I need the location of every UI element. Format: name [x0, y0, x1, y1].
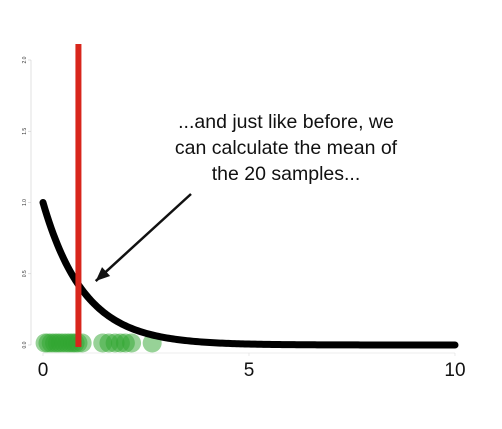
annotation-arrow-head — [95, 267, 111, 282]
x-tick-label: 10 — [444, 360, 465, 381]
sample-points — [35, 333, 162, 353]
y-tick-label: 1.0 — [22, 199, 28, 206]
y-tick-label: 0.5 — [22, 270, 28, 277]
annotation-line: the 20 samples... — [212, 163, 361, 185]
exponential-curve — [39, 199, 459, 349]
y-tick-label: 1.5 — [22, 128, 28, 135]
curve-line — [39, 199, 459, 349]
annotation-arrow-shaft — [94, 193, 192, 282]
sample-point — [122, 333, 142, 353]
y-axis: 0.0 0.5 1.0 1.5 2.0 — [22, 56, 32, 348]
y-tick-label: 2.0 — [22, 56, 28, 63]
x-tick-label: 5 — [244, 360, 255, 381]
annotation-line: ...and just like before, we — [178, 111, 394, 133]
x-tick-label: 0 — [38, 360, 49, 381]
annotation: ...and just like before, we can calculate… — [94, 111, 398, 282]
y-tick-label: 0.0 — [22, 341, 28, 348]
x-axis: 0 5 10 — [38, 352, 466, 381]
annotation-line: can calculate the mean of — [175, 137, 398, 159]
